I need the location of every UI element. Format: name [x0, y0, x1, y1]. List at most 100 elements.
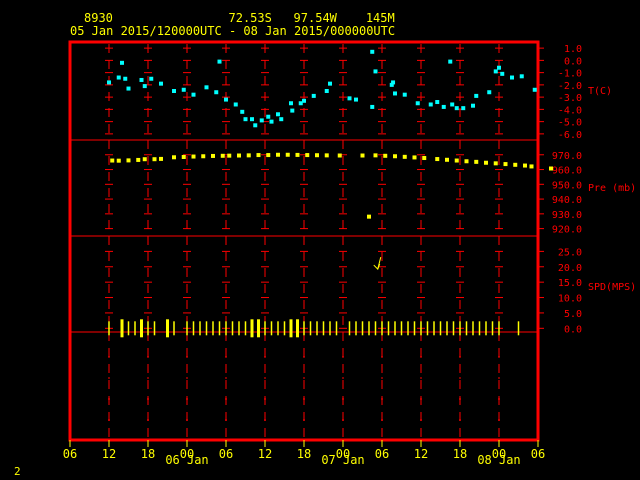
temp-point — [497, 65, 501, 70]
pressure-point — [484, 160, 488, 165]
temp-point — [149, 76, 154, 81]
panel-label-temp: T(C) — [588, 86, 612, 97]
pressure-point — [305, 153, 310, 158]
temp-point — [302, 98, 306, 103]
pressure-point — [201, 154, 206, 159]
temp-point — [354, 97, 358, 102]
pressure-point — [383, 153, 388, 158]
x-day-label: 06 Jan — [165, 453, 208, 467]
pressure-point — [116, 158, 121, 163]
pressure-point — [549, 166, 553, 171]
x-day-label: 07 Jan — [321, 453, 364, 467]
x-day-label: 08 Jan — [477, 453, 520, 467]
temp-point — [373, 69, 378, 74]
temp-point — [487, 90, 492, 95]
temp-point — [259, 118, 264, 123]
station-elev: 145M — [365, 11, 395, 25]
temp-point — [324, 89, 329, 93]
temp-point — [402, 92, 407, 97]
pressure-point — [464, 159, 469, 164]
pressure-point — [110, 158, 115, 163]
pressure-point — [503, 162, 508, 167]
temp-point — [123, 76, 128, 81]
y-tick-label-temp: 0.0 — [564, 56, 582, 67]
pressure-point — [295, 152, 300, 157]
pressure-point — [246, 153, 251, 158]
y-tick-label-wind: 20.0 — [558, 263, 582, 274]
footer-number: 2 — [14, 465, 21, 478]
temp-point — [269, 119, 274, 124]
y-tick-label-wind: 10.0 — [558, 294, 582, 305]
station-header: 8930 72.53S 97.54W 145M — [84, 12, 395, 24]
y-tick-label-wind: 0.0 — [564, 324, 582, 335]
pressure-point — [529, 164, 534, 169]
pressure-point — [266, 153, 271, 158]
temp-point — [519, 74, 524, 79]
pressure-point — [445, 157, 449, 162]
temp-point — [441, 104, 446, 109]
temp-point — [435, 100, 440, 105]
pressure-point — [191, 154, 196, 159]
x-tick-label: 06 — [531, 447, 545, 461]
station-lat: 72.53S — [228, 11, 272, 25]
pressure-point — [220, 153, 225, 158]
temp-point — [510, 75, 514, 80]
x-tick-label: 12 — [414, 447, 428, 461]
temp-point — [120, 60, 124, 65]
pressure-point — [422, 156, 427, 161]
y-tick-label-wind: 25.0 — [558, 247, 582, 258]
pressure-point — [493, 161, 498, 166]
temp-point — [370, 104, 375, 109]
temp-point — [328, 81, 332, 86]
pressure-point — [337, 153, 342, 158]
x-tick-label: 12 — [102, 447, 116, 461]
y-tick-label-pres: 960.0 — [552, 166, 582, 177]
y-tick-label-pres: 970.0 — [552, 151, 582, 162]
temp-point — [532, 87, 537, 92]
pressure-point — [237, 153, 241, 158]
wind-arrow-head — [373, 263, 381, 270]
temp-point — [181, 87, 186, 92]
y-tick-label-pres: 940.0 — [552, 195, 582, 206]
x-tick-label: 00 — [492, 447, 506, 461]
temp-point — [116, 75, 121, 80]
pressure-point — [211, 153, 215, 158]
pressure-point — [276, 152, 280, 157]
temp-point — [461, 106, 466, 111]
x-tick-label: 18 — [297, 447, 311, 461]
x-tick-label: 18 — [141, 447, 155, 461]
temp-point — [298, 101, 303, 106]
temp-point — [370, 49, 375, 54]
temp-point — [347, 96, 352, 101]
temp-point — [448, 59, 453, 64]
y-tick-label-temp: -4.0 — [558, 105, 582, 116]
temp-point — [253, 123, 258, 128]
station-id: 8930 — [84, 11, 113, 25]
temp-point — [454, 106, 459, 111]
x-tick-label: 18 — [453, 447, 467, 461]
y-tick-label-wind: 15.0 — [558, 278, 582, 289]
pressure-point — [227, 153, 232, 158]
x-tick-label: 00 — [336, 447, 350, 461]
y-tick-label-temp: -3.0 — [558, 93, 582, 104]
pressure-point — [513, 162, 518, 167]
pressure-point — [315, 153, 319, 158]
station-lon: 97.54W — [293, 11, 337, 25]
x-tick-label: 00 — [180, 447, 194, 461]
temp-point — [159, 81, 163, 86]
pressure-point — [159, 156, 163, 161]
pressure-point — [373, 153, 378, 158]
y-tick-label-wind: 5.0 — [564, 309, 582, 320]
pressure-point — [393, 154, 397, 159]
temp-point — [471, 103, 475, 108]
temp-point — [276, 112, 280, 117]
temp-point — [474, 93, 479, 98]
temp-point — [493, 69, 498, 74]
pressure-point — [256, 153, 261, 158]
temp-point — [289, 101, 293, 106]
pressure-point — [523, 163, 527, 168]
temp-point — [142, 84, 147, 89]
y-tick-label-temp: -1.0 — [558, 69, 582, 80]
pressure-point — [454, 158, 459, 163]
